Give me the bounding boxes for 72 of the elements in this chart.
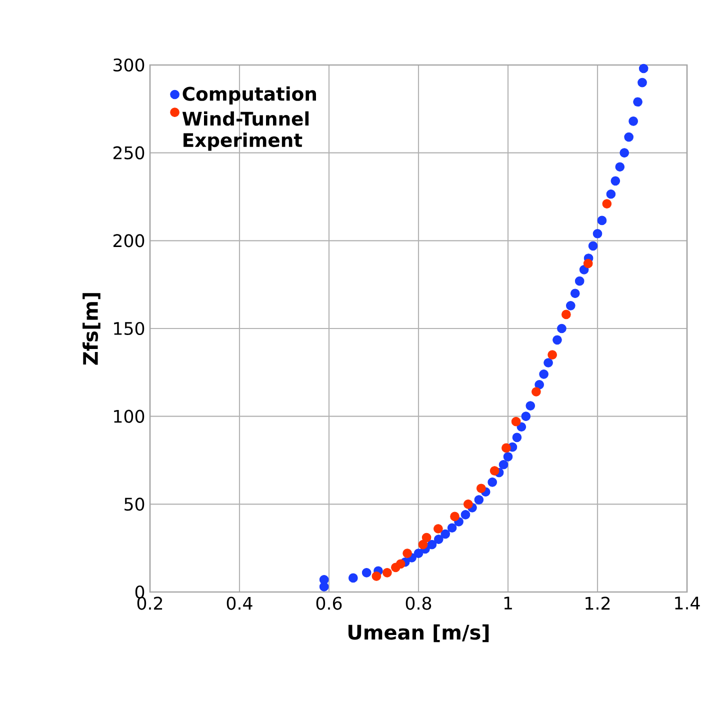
point	[498, 460, 508, 470]
point	[516, 422, 526, 432]
point	[633, 97, 642, 107]
y-axis-title: Zfs[m]	[82, 293, 100, 365]
point	[476, 484, 486, 494]
point	[464, 499, 473, 509]
point	[434, 534, 444, 544]
point	[526, 401, 536, 410]
y-tick-label: 250	[113, 146, 144, 160]
point	[372, 572, 382, 581]
point	[511, 416, 521, 426]
x-tick-label: 1.2	[586, 596, 610, 610]
point	[414, 548, 424, 558]
x-tick-label: 1.4	[675, 596, 700, 610]
point	[574, 276, 584, 286]
point	[474, 495, 484, 504]
point	[488, 478, 498, 487]
point	[521, 412, 531, 422]
legend-label: Wind-Tunnel Experiment	[182, 111, 309, 151]
point	[615, 162, 625, 172]
point	[396, 559, 406, 569]
point	[402, 548, 412, 558]
point	[503, 452, 513, 462]
point	[592, 228, 602, 238]
point	[382, 568, 392, 578]
point	[562, 310, 571, 320]
y-tick-label: 300	[114, 58, 144, 72]
point	[597, 216, 607, 226]
y-tick-label: 50	[124, 498, 144, 511]
point	[440, 529, 450, 539]
point	[460, 510, 470, 520]
point	[628, 116, 638, 126]
point	[544, 358, 553, 368]
point	[583, 258, 593, 268]
point	[418, 540, 428, 550]
point	[447, 523, 457, 533]
point	[557, 324, 566, 334]
point	[450, 512, 460, 522]
point	[427, 540, 437, 550]
point	[548, 350, 557, 360]
point	[539, 370, 548, 379]
x-tick-label: 0.6	[316, 596, 342, 610]
point	[610, 176, 620, 186]
point	[638, 78, 647, 88]
point	[348, 573, 358, 583]
legend-label: Computation	[182, 86, 316, 104]
point	[624, 132, 634, 142]
point	[606, 189, 616, 199]
point	[434, 524, 443, 534]
point	[532, 387, 541, 396]
x-tick-label: 0.2	[137, 596, 162, 610]
point	[638, 64, 648, 74]
y-tick-label: 100	[114, 410, 144, 423]
point	[552, 335, 562, 345]
y-tick-label: 150	[114, 322, 144, 336]
point	[362, 568, 372, 578]
point	[422, 532, 432, 542]
point	[570, 288, 580, 298]
point	[319, 575, 329, 584]
point	[512, 432, 522, 442]
point	[534, 380, 544, 390]
x-axis-title: Umean [m/s]	[348, 624, 489, 642]
point	[566, 300, 576, 310]
point	[588, 241, 598, 251]
x-tick-label: 0.4	[226, 596, 252, 610]
point	[620, 148, 630, 158]
point	[502, 443, 511, 453]
y-tick-label: 200	[113, 234, 144, 248]
x-tick-label: 0.8	[406, 596, 432, 610]
point	[602, 199, 612, 208]
x-tick-label: 1	[504, 596, 512, 610]
point	[490, 466, 500, 476]
